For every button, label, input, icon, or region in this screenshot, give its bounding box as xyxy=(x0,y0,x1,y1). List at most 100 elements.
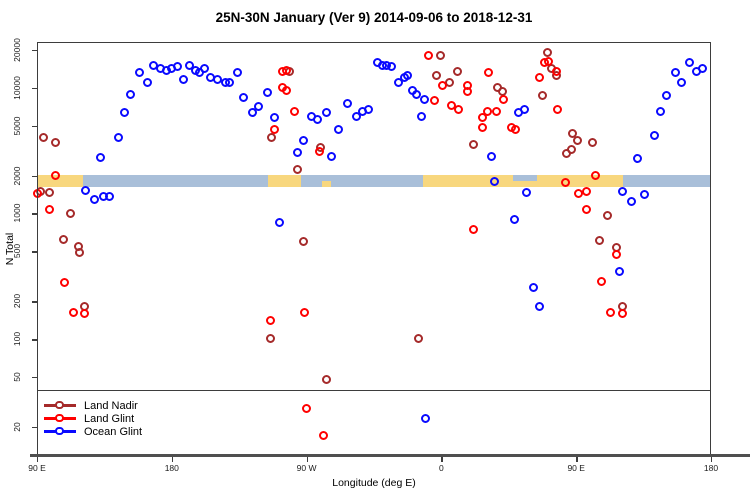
data-point-land-nadir[interactable] xyxy=(39,132,49,142)
data-point-land-glint[interactable] xyxy=(265,316,275,326)
data-point-land-nadir[interactable] xyxy=(431,70,441,80)
data-point-land-glint[interactable] xyxy=(60,277,70,287)
data-point-land-nadir[interactable] xyxy=(413,334,423,344)
data-point-land-glint[interactable] xyxy=(282,66,292,76)
data-point-ocean-glint[interactable] xyxy=(386,62,396,72)
data-point-land-glint[interactable] xyxy=(511,125,521,135)
data-point-ocean-glint[interactable] xyxy=(126,89,136,99)
data-point-land-nadir[interactable] xyxy=(568,128,578,138)
data-point-land-glint[interactable] xyxy=(270,125,280,135)
data-point-land-nadir[interactable] xyxy=(562,149,572,159)
data-point-ocean-glint[interactable] xyxy=(421,414,431,424)
data-point-ocean-glint[interactable] xyxy=(364,105,374,115)
data-point-ocean-glint[interactable] xyxy=(313,115,323,125)
data-point-ocean-glint[interactable] xyxy=(90,194,100,204)
data-point-ocean-glint[interactable] xyxy=(671,68,681,78)
data-point-land-glint[interactable] xyxy=(596,276,606,286)
data-point-ocean-glint[interactable] xyxy=(184,60,194,70)
data-point-land-glint[interactable] xyxy=(482,107,492,117)
data-point-ocean-glint[interactable] xyxy=(232,68,242,78)
data-point-ocean-glint[interactable] xyxy=(416,111,426,121)
data-point-ocean-glint[interactable] xyxy=(677,77,687,87)
data-point-ocean-glint[interactable] xyxy=(352,112,362,122)
data-point-ocean-glint[interactable] xyxy=(199,64,209,74)
data-point-land-glint[interactable] xyxy=(79,309,89,319)
data-point-ocean-glint[interactable] xyxy=(326,152,336,162)
data-point-land-nadir[interactable] xyxy=(66,209,76,219)
data-point-land-glint[interactable] xyxy=(289,107,299,117)
data-point-land-glint[interactable] xyxy=(560,177,570,187)
data-point-ocean-glint[interactable] xyxy=(262,88,272,98)
data-point-land-glint[interactable] xyxy=(581,204,591,214)
data-point-land-nadir[interactable] xyxy=(538,90,548,100)
data-point-land-glint[interactable] xyxy=(484,68,494,78)
data-point-land-glint[interactable] xyxy=(463,86,473,96)
data-point-ocean-glint[interactable] xyxy=(662,90,672,100)
data-point-ocean-glint[interactable] xyxy=(684,58,694,68)
data-point-land-glint[interactable] xyxy=(478,113,488,123)
data-point-land-nadir[interactable] xyxy=(445,77,455,87)
legend-item-land-nadir[interactable]: Land Nadir xyxy=(44,399,142,412)
data-point-ocean-glint[interactable] xyxy=(490,176,500,186)
data-point-land-glint[interactable] xyxy=(45,204,55,214)
data-point-land-glint[interactable] xyxy=(454,105,464,115)
data-point-ocean-glint[interactable] xyxy=(298,135,308,145)
data-point-land-nadir[interactable] xyxy=(265,334,275,344)
data-point-land-nadir[interactable] xyxy=(436,51,446,61)
data-point-ocean-glint[interactable] xyxy=(114,132,124,142)
legend-item-land-glint[interactable]: Land Glint xyxy=(44,412,142,425)
data-point-land-glint[interactable] xyxy=(51,170,61,180)
data-point-ocean-glint[interactable] xyxy=(343,99,353,109)
data-point-ocean-glint[interactable] xyxy=(521,188,531,198)
data-point-land-nadir[interactable] xyxy=(452,66,462,76)
data-point-land-glint[interactable] xyxy=(617,309,627,319)
data-point-land-nadir[interactable] xyxy=(45,188,55,198)
data-point-ocean-glint[interactable] xyxy=(529,282,539,292)
data-point-land-glint[interactable] xyxy=(314,146,324,156)
data-point-land-nadir[interactable] xyxy=(267,132,277,142)
data-point-ocean-glint[interactable] xyxy=(274,217,284,227)
data-point-ocean-glint[interactable] xyxy=(120,107,130,117)
data-point-land-nadir[interactable] xyxy=(51,137,61,147)
data-point-ocean-glint[interactable] xyxy=(172,62,182,72)
data-point-ocean-glint[interactable] xyxy=(509,214,519,224)
data-point-ocean-glint[interactable] xyxy=(403,70,413,80)
data-point-ocean-glint[interactable] xyxy=(292,148,302,158)
data-point-land-nadir[interactable] xyxy=(58,235,68,245)
data-point-land-glint[interactable] xyxy=(424,50,434,60)
legend-item-ocean-glint[interactable]: Ocean Glint xyxy=(44,425,142,438)
data-point-ocean-glint[interactable] xyxy=(334,125,344,135)
data-point-ocean-glint[interactable] xyxy=(419,94,429,104)
data-point-land-glint[interactable] xyxy=(430,96,440,106)
data-point-land-glint[interactable] xyxy=(437,81,447,91)
data-point-ocean-glint[interactable] xyxy=(394,77,404,87)
data-point-land-glint[interactable] xyxy=(469,224,479,234)
data-point-land-nadir[interactable] xyxy=(595,236,605,246)
data-point-land-nadir[interactable] xyxy=(497,86,507,96)
data-point-ocean-glint[interactable] xyxy=(698,64,708,74)
data-point-ocean-glint[interactable] xyxy=(247,107,257,117)
data-point-ocean-glint[interactable] xyxy=(253,102,263,112)
data-point-land-glint[interactable] xyxy=(553,105,563,115)
data-point-ocean-glint[interactable] xyxy=(178,75,188,85)
data-point-land-glint[interactable] xyxy=(300,308,309,318)
data-point-land-glint[interactable] xyxy=(544,57,554,67)
data-point-land-glint[interactable] xyxy=(499,94,509,104)
data-point-land-nadir[interactable] xyxy=(322,375,332,385)
data-point-land-nadir[interactable] xyxy=(292,165,302,175)
data-point-land-nadir[interactable] xyxy=(602,211,612,221)
data-point-land-glint[interactable] xyxy=(282,85,292,95)
data-point-ocean-glint[interactable] xyxy=(135,68,145,78)
data-point-ocean-glint[interactable] xyxy=(632,154,642,164)
data-point-land-nadir[interactable] xyxy=(542,47,552,57)
data-point-ocean-glint[interactable] xyxy=(535,301,545,311)
data-point-ocean-glint[interactable] xyxy=(238,92,248,102)
data-point-ocean-glint[interactable] xyxy=(639,190,649,200)
data-point-ocean-glint[interactable] xyxy=(270,113,280,123)
data-point-ocean-glint[interactable] xyxy=(322,107,332,117)
data-point-ocean-glint[interactable] xyxy=(81,186,91,196)
data-point-ocean-glint[interactable] xyxy=(650,131,660,141)
data-point-land-nadir[interactable] xyxy=(298,237,308,247)
data-point-land-glint[interactable] xyxy=(590,170,600,180)
data-point-land-nadir[interactable] xyxy=(75,247,85,257)
